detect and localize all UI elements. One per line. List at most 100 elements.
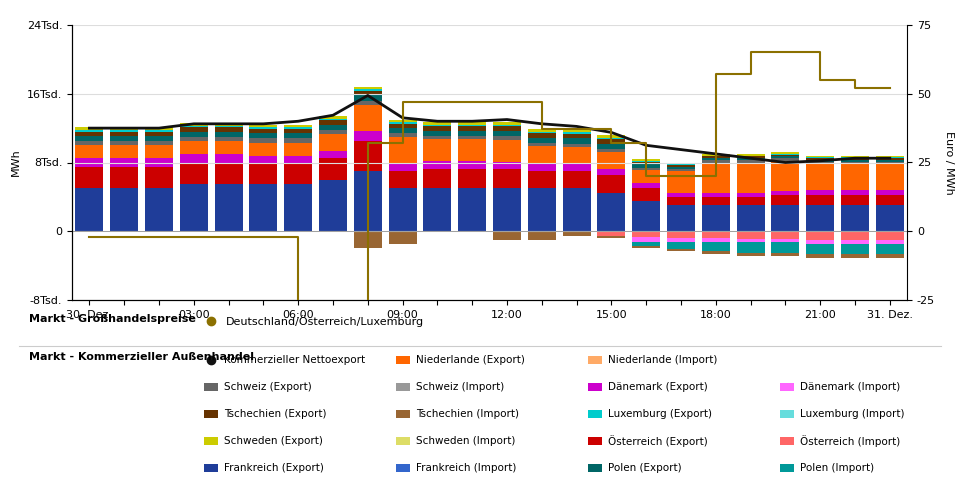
Bar bbox=[667, 162, 695, 164]
Bar bbox=[772, 231, 800, 239]
Bar bbox=[806, 195, 834, 205]
FancyBboxPatch shape bbox=[396, 410, 410, 418]
Bar bbox=[633, 161, 660, 162]
Bar bbox=[633, 201, 660, 231]
Bar bbox=[633, 170, 660, 183]
Bar bbox=[423, 140, 451, 161]
Bar bbox=[667, 192, 695, 197]
Bar bbox=[493, 122, 521, 124]
Bar bbox=[841, 162, 869, 164]
Bar bbox=[180, 141, 207, 154]
Bar bbox=[633, 246, 660, 248]
Bar bbox=[284, 128, 312, 129]
Text: Niederlande (Export): Niederlande (Export) bbox=[416, 355, 524, 365]
Bar bbox=[702, 242, 730, 251]
Bar bbox=[563, 231, 590, 235]
Bar bbox=[633, 188, 660, 201]
Bar bbox=[736, 154, 764, 156]
Bar bbox=[389, 128, 417, 134]
Bar bbox=[354, 105, 382, 130]
Bar bbox=[876, 240, 903, 244]
Bar bbox=[806, 156, 834, 158]
Bar bbox=[389, 162, 417, 171]
Bar bbox=[633, 242, 660, 246]
Bar bbox=[493, 126, 521, 130]
Bar bbox=[458, 130, 486, 136]
Bar bbox=[667, 197, 695, 205]
Bar bbox=[841, 231, 869, 240]
Bar bbox=[597, 148, 625, 152]
Bar bbox=[354, 171, 382, 231]
Bar bbox=[493, 136, 521, 140]
Bar bbox=[806, 240, 834, 244]
Bar bbox=[772, 152, 800, 154]
Bar bbox=[563, 147, 590, 164]
Text: Schweden (Import): Schweden (Import) bbox=[416, 436, 516, 446]
Bar bbox=[841, 206, 869, 231]
Text: Frankreich (Export): Frankreich (Export) bbox=[224, 463, 324, 473]
Bar bbox=[736, 162, 764, 192]
FancyBboxPatch shape bbox=[204, 410, 218, 418]
Bar bbox=[458, 188, 486, 231]
FancyBboxPatch shape bbox=[204, 382, 218, 392]
Bar bbox=[145, 146, 173, 158]
Bar bbox=[215, 136, 243, 141]
FancyBboxPatch shape bbox=[780, 382, 794, 392]
Text: Schweiz (Import): Schweiz (Import) bbox=[416, 382, 504, 392]
Bar bbox=[145, 141, 173, 146]
Bar bbox=[736, 252, 764, 256]
Bar bbox=[806, 190, 834, 195]
Bar bbox=[110, 136, 138, 141]
Bar bbox=[493, 188, 521, 231]
Bar bbox=[319, 124, 347, 130]
Text: Frankreich (Import): Frankreich (Import) bbox=[416, 463, 516, 473]
Bar bbox=[423, 161, 451, 170]
Bar bbox=[841, 190, 869, 195]
Bar bbox=[667, 242, 695, 250]
Bar bbox=[841, 156, 869, 158]
Bar bbox=[215, 126, 243, 128]
Text: Österreich (Export): Österreich (Export) bbox=[608, 435, 708, 447]
Bar bbox=[354, 141, 382, 171]
Bar bbox=[284, 124, 312, 128]
Bar bbox=[110, 188, 138, 231]
FancyBboxPatch shape bbox=[396, 356, 410, 364]
Bar bbox=[597, 152, 625, 170]
Bar bbox=[597, 170, 625, 175]
Bar bbox=[354, 90, 382, 91]
Bar bbox=[528, 188, 556, 231]
Bar bbox=[841, 158, 869, 160]
FancyBboxPatch shape bbox=[396, 382, 410, 392]
Bar bbox=[633, 162, 660, 164]
Text: Dänemark (Import): Dänemark (Import) bbox=[800, 382, 900, 392]
Bar bbox=[458, 124, 486, 126]
Bar bbox=[458, 122, 486, 124]
Bar bbox=[876, 160, 903, 162]
Bar bbox=[736, 197, 764, 205]
Bar bbox=[563, 144, 590, 147]
Bar bbox=[284, 156, 312, 162]
Bar bbox=[180, 136, 207, 141]
Bar bbox=[145, 167, 173, 188]
Bar bbox=[319, 116, 347, 118]
Bar bbox=[319, 120, 347, 124]
Bar bbox=[76, 188, 104, 231]
Bar bbox=[667, 171, 695, 192]
Bar bbox=[284, 162, 312, 184]
Bar bbox=[180, 128, 207, 132]
Bar bbox=[110, 158, 138, 167]
Bar bbox=[250, 128, 277, 129]
Bar bbox=[772, 158, 800, 161]
Bar bbox=[876, 190, 903, 195]
Bar bbox=[876, 244, 903, 254]
Bar bbox=[667, 238, 695, 242]
Bar bbox=[806, 160, 834, 162]
Text: Polen (Import): Polen (Import) bbox=[800, 463, 874, 473]
Bar bbox=[354, 100, 382, 105]
Bar bbox=[493, 124, 521, 126]
Bar bbox=[702, 154, 730, 156]
Bar bbox=[215, 141, 243, 154]
Text: Tschechien (Export): Tschechien (Export) bbox=[224, 409, 326, 419]
Bar bbox=[354, 87, 382, 90]
Bar bbox=[841, 164, 869, 190]
